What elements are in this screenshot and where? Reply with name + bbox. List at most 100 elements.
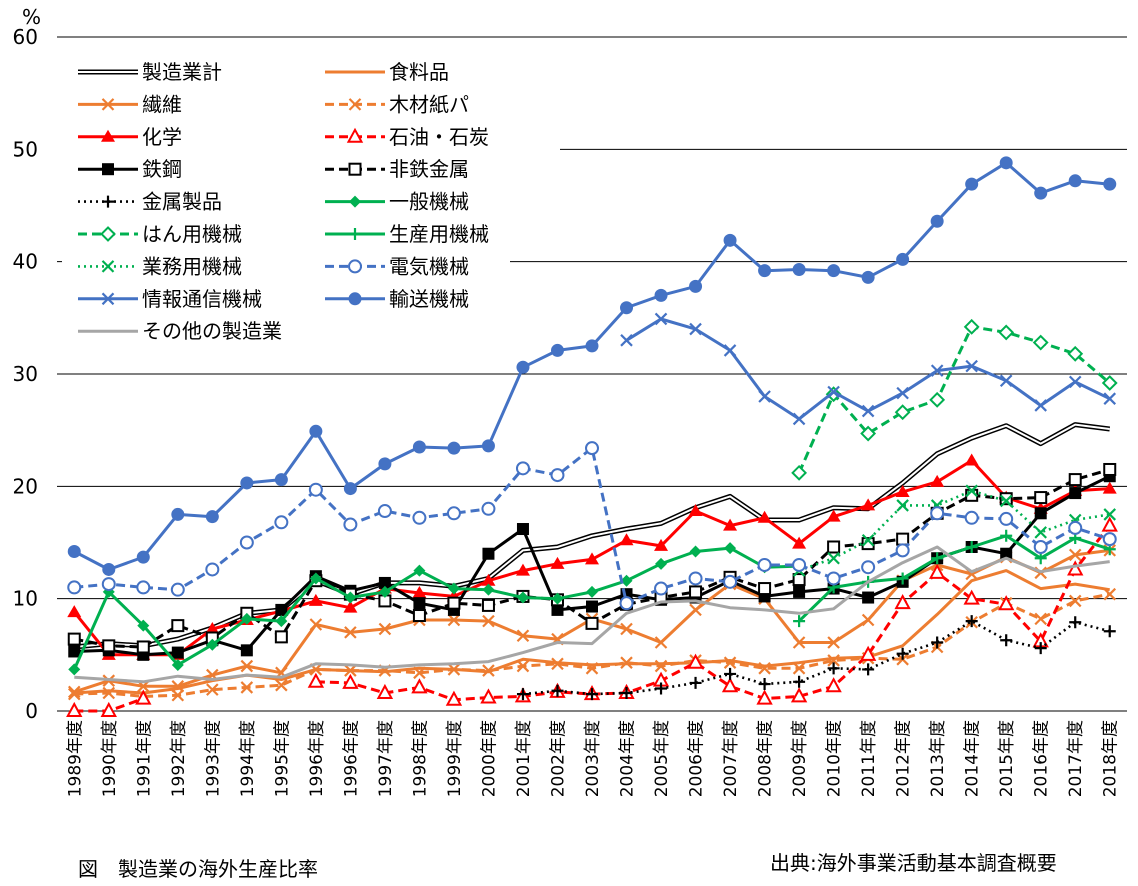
data-point [860,425,877,442]
data-point [481,598,495,612]
x-tick-label: 1997年度 [376,720,396,797]
legend-label: 木材紙パ [389,92,469,116]
data-point [516,688,529,701]
data-point [930,474,945,487]
data-point [585,616,599,630]
data-point [1034,399,1047,412]
data-point [1069,487,1082,500]
data-point [308,482,323,497]
data-point [67,544,81,558]
data-point [68,645,81,658]
data-point [586,688,598,701]
legend-label: 化学 [142,125,182,149]
legend-label: 電気機械 [389,254,469,278]
data-point [790,687,808,703]
data-point [136,580,151,595]
data-point [307,672,325,688]
series-15 [67,156,1117,576]
data-point [895,543,910,558]
series-line-11 [798,534,1111,623]
data-point [136,640,150,654]
x-tick-label: 2008年度 [756,720,776,797]
data-point [654,581,669,596]
data-point [792,536,807,549]
legend-item: 業務用機械 [78,254,242,278]
data-point [102,163,114,176]
x-tick-label: 2011年度 [859,720,879,797]
series-line-5 [315,524,1111,702]
data-point [412,609,426,623]
series-14 [620,312,1117,426]
data-point [620,301,634,315]
data-point [654,312,668,326]
legend-label: 情報通信機械 [142,287,262,311]
data-point [447,663,461,676]
x-tick-label: 2007年度 [721,720,741,797]
data-point [482,583,495,596]
legend-label: 一般機械 [389,190,469,214]
data-point [654,636,668,649]
data-point [67,580,82,595]
data-point [1103,625,1116,638]
data-point [825,677,842,693]
series-11 [793,529,1116,628]
data-point [827,540,841,554]
legend-label: はん用機械 [142,222,242,246]
x-tick-label: 1993年度 [203,720,223,797]
data-point [1103,508,1117,521]
data-point [413,564,426,577]
data-point [411,678,428,694]
x-tick-label: 2005年度 [652,720,672,797]
data-point [516,591,529,604]
data-point [171,646,184,659]
data-point [999,374,1013,388]
y-axis-unit: % [22,5,41,29]
data-point [724,667,737,680]
x-tick-label: 2014年度 [963,720,983,797]
data-point [689,585,703,599]
data-point [723,656,737,669]
data-point [171,507,185,521]
x-tick-label: 1994年度 [238,720,258,797]
data-point [723,344,737,357]
x-axis-ticks: 1989年度 1990年度 1991年度 1992年度 1993年度 1994年度 1995… [65,720,1120,797]
legend-label: 食料品 [389,60,449,84]
data-point [1102,481,1117,494]
data-point [758,582,772,596]
data-point [205,562,220,577]
data-point [655,682,668,695]
data-point [275,678,288,692]
y-tick-label: 60 [13,25,38,49]
data-point [516,360,530,374]
data-point [275,603,288,616]
data-point [551,603,564,616]
data-point [102,195,114,208]
series-line-inner-0 [74,423,1110,648]
data-point [344,626,357,639]
x-tick-label: 1996年度 [307,720,327,797]
data-point [1102,532,1117,547]
data-point [515,461,530,476]
data-point [171,688,185,702]
data-point [309,572,322,585]
data-point [895,484,910,497]
y-tick-label: 0 [25,699,38,723]
data-point [1032,334,1049,351]
data-point [654,538,669,551]
data-point [1034,507,1047,520]
data-point [859,645,877,661]
data-point [551,684,564,697]
data-point [1068,174,1082,188]
legend-label: 輸送機械 [389,287,469,311]
data-point [964,510,979,525]
x-tick-label: 2006年度 [687,720,707,797]
data-point [135,689,152,705]
data-point [827,636,840,649]
data-point [723,233,737,247]
data-point [412,510,427,525]
data-point [274,630,288,644]
x-tick-label: 2004年度 [618,720,638,797]
data-point [1034,186,1048,200]
data-point [346,127,364,143]
